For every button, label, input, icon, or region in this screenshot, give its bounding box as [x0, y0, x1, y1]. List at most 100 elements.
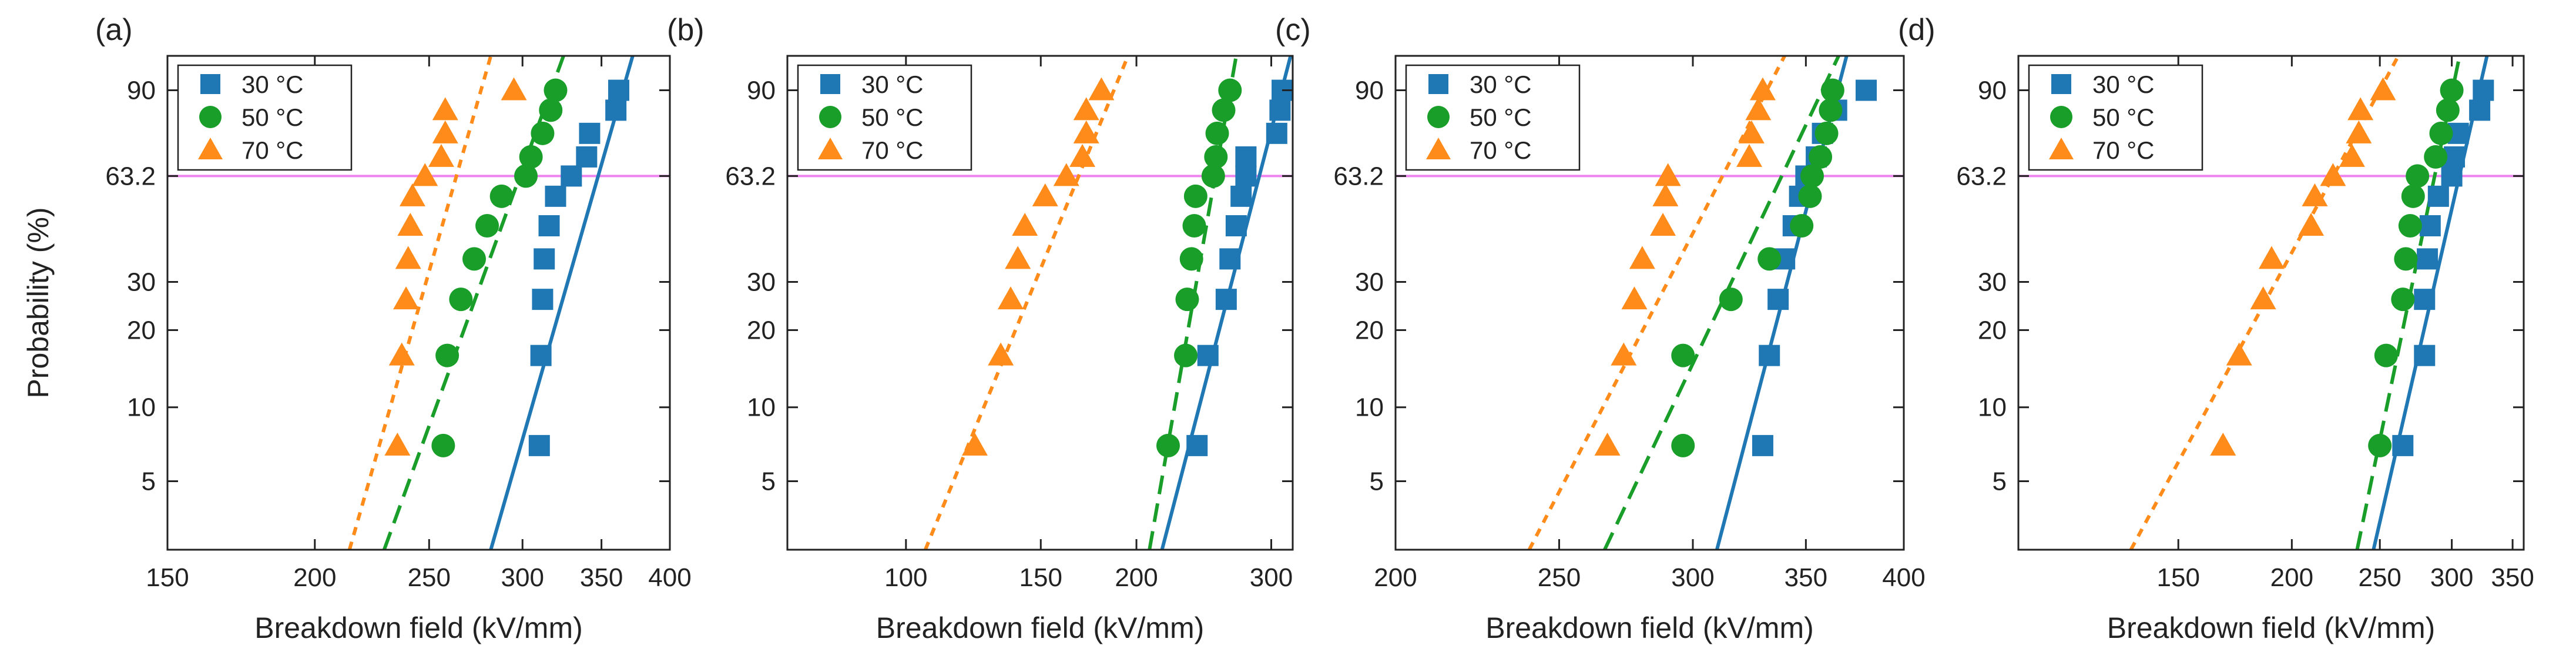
data-point-circle — [449, 287, 473, 312]
data-point-triangle — [2302, 183, 2328, 206]
data-point-triangle — [1621, 286, 1648, 310]
plot-area — [924, 56, 1293, 550]
data-point-square — [538, 215, 560, 236]
x-tick-label: 150 — [146, 563, 189, 592]
data-point-circle — [2391, 287, 2415, 312]
data-point-circle — [531, 121, 555, 145]
x-tick-label: 250 — [2358, 563, 2401, 592]
data-point-square — [2414, 289, 2436, 310]
chart-panel-c: 5 10 20 30 63.2 90 200 250 300 350 400 Breakdown fi… — [1275, 13, 1926, 644]
chart-panel-b: 5 10 20 30 63.2 90 100 150 200 300 Breakdown field… — [667, 13, 1294, 644]
data-point-circle — [539, 98, 563, 122]
data-point-triangle — [432, 97, 458, 121]
data-point-triangle — [397, 212, 424, 236]
data-point-square — [1230, 185, 1252, 207]
y-tick-label: 20 — [747, 316, 776, 345]
y-tick-label: 63.2 — [1956, 162, 2007, 190]
data-point-circle — [2436, 98, 2460, 122]
data-point-circle — [544, 78, 568, 102]
legend: 30 °C 50 °C 70 °C — [1405, 64, 1581, 171]
legend-label: 50 °C — [1470, 103, 1532, 131]
data-point-circle — [462, 247, 487, 271]
data-point-circle — [1790, 213, 1814, 238]
x-tick-label: 350 — [2491, 563, 2534, 592]
panel-label: (c) — [1275, 13, 1311, 47]
x-tick-label: 200 — [1115, 563, 1158, 592]
data-point-triangle — [1738, 120, 1765, 143]
y-tick-label: 90 — [127, 76, 156, 105]
data-point-triangle — [1053, 163, 1079, 186]
x-tick-label: 150 — [1019, 563, 1062, 592]
x-tick-label: 350 — [580, 563, 623, 592]
data-point-square — [545, 185, 566, 207]
legend-circle-icon — [1427, 106, 1450, 128]
data-point-triangle — [388, 342, 415, 366]
data-point-triangle — [997, 286, 1024, 310]
data-point-triangle — [1736, 143, 1763, 167]
data-point-triangle — [2298, 212, 2325, 236]
data-point-square — [1235, 146, 1257, 168]
data-point-circle — [2406, 164, 2430, 188]
chart-panel-d: 5 10 20 30 63.2 90 150 200 250 300 350 Breakdown fi… — [1898, 13, 2534, 644]
data-point-square — [2419, 215, 2441, 236]
data-point-circle — [2368, 433, 2392, 457]
data-point-square — [1752, 434, 1773, 456]
data-point-triangle — [1069, 143, 1096, 167]
y-tick-label: 90 — [1978, 76, 2007, 105]
axes-frame — [1394, 55, 1905, 551]
data-point-triangle — [1032, 183, 1058, 206]
x-tick-label: 200 — [293, 563, 336, 592]
y-tick-label: 63.2 — [1333, 162, 1384, 190]
data-point-circle — [2374, 343, 2398, 367]
axes-frame — [166, 55, 671, 551]
x-axis-title: Breakdown field (kV/mm) — [1485, 611, 1814, 644]
data-point-square — [1759, 345, 1780, 366]
data-point-triangle — [412, 163, 438, 186]
legend-label: 70 °C — [1470, 136, 1532, 164]
x-axis-title: Breakdown field (kV/mm) — [254, 611, 583, 644]
data-point-circle — [1175, 287, 1199, 312]
data-point-square — [1225, 215, 1247, 236]
data-point-square — [2441, 165, 2463, 187]
data-point-triangle — [1650, 212, 1676, 236]
data-point-square — [561, 165, 582, 187]
data-point-triangle — [1088, 77, 1115, 101]
y-tick-label: 90 — [1355, 76, 1384, 105]
y-tick-label: 10 — [1978, 393, 2007, 422]
data-point-circle — [514, 164, 538, 188]
fit-line-square — [489, 56, 635, 550]
x-tick-label: 100 — [884, 563, 927, 592]
y-tick-label: 20 — [1355, 316, 1384, 345]
x-tick-label: 250 — [1538, 563, 1581, 592]
data-point-circle — [519, 145, 543, 169]
y-tick-label: 30 — [1355, 268, 1384, 297]
x-tick-label: 300 — [1671, 563, 1714, 592]
legend-triangle-icon — [818, 138, 843, 159]
legend: 30 °C 50 °C 70 °C — [2028, 64, 2203, 171]
data-point-square — [534, 248, 555, 270]
data-point-circle — [1201, 164, 1225, 188]
data-point-circle — [1174, 343, 1198, 367]
data-point-triangle — [1594, 432, 1621, 456]
data-point-square — [1266, 122, 1287, 144]
legend-triangle-icon — [2049, 138, 2074, 159]
data-point-circle — [1182, 213, 1206, 238]
y-tick-label: 63.2 — [105, 162, 156, 190]
plot-area — [2129, 56, 2494, 550]
legend-square-icon — [1428, 74, 1448, 94]
data-point-square — [2392, 434, 2414, 456]
y-tick-label: 30 — [747, 268, 776, 297]
panel-label: (a) — [95, 13, 133, 47]
data-point-circle — [1212, 98, 1236, 122]
x-tick-label: 400 — [648, 563, 691, 592]
data-point-circle — [1814, 121, 1839, 145]
x-tick-label: 350 — [1785, 563, 1827, 592]
data-point-circle — [1798, 184, 1822, 208]
data-point-square — [2427, 185, 2449, 207]
data-point-circle — [1183, 184, 1208, 208]
data-point-triangle — [961, 432, 988, 456]
data-point-square — [576, 146, 598, 168]
data-point-triangle — [2210, 432, 2236, 456]
data-point-circle — [1156, 433, 1180, 457]
legend-square-icon — [200, 74, 220, 94]
